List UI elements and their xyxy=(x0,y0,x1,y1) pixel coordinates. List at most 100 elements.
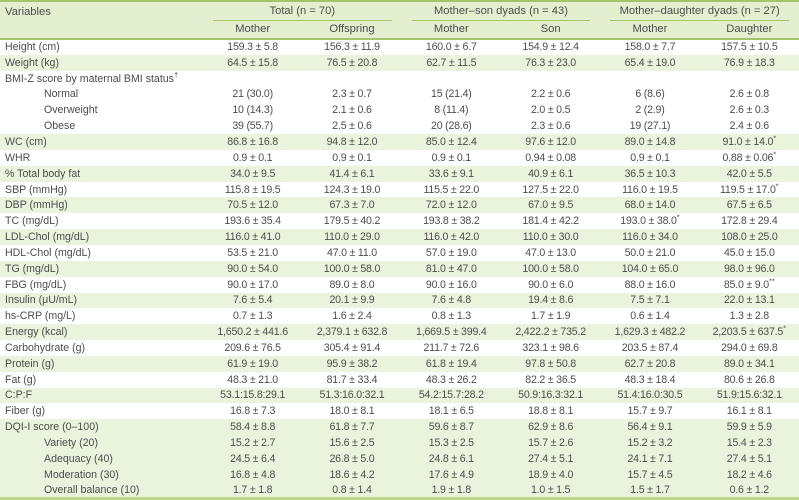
row-label: Overall balance (10) xyxy=(44,483,140,496)
cell: 15.4 ± 2.3 xyxy=(726,437,772,450)
table-row: Overweight 10 (14.3) 2.1 ± 0.6 8 (11.4) 2.0 … xyxy=(0,102,799,118)
cell: 203.5 ± 87.4 xyxy=(621,341,679,354)
cell: 2.3 ± 0.6 xyxy=(530,120,571,133)
table-row: Weight (kg) 64.5 ± 15.8 76.5 ± 20.8 62.7 ± … xyxy=(0,54,799,71)
group-header-mother-daughter: Mother–daughter dyads (n = 27) xyxy=(600,1,799,21)
cell: 48.3 ± 18.4 xyxy=(624,373,676,386)
cell: 15.2 ± 3.2 xyxy=(627,437,673,450)
cell xyxy=(700,71,799,87)
cell: 61.8 ± 7.7 xyxy=(329,421,375,434)
cell: 8 (11.4) xyxy=(434,104,469,117)
cell: 193.8 ± 38.2 xyxy=(423,215,480,228)
cell: 24.8 ± 6.1 xyxy=(428,452,474,465)
cell: 81.7 ± 33.4 xyxy=(326,373,378,386)
cell: 108.0 ± 25.0 xyxy=(721,231,778,244)
row-label: DBP (mmHg) xyxy=(5,199,68,212)
cell: 1.7 ± 1.9 xyxy=(530,310,571,323)
cell: 0.88 ± 0.06* xyxy=(722,149,777,164)
cell: 15.7 ± 2.6 xyxy=(528,437,574,450)
table-row: WC (cm) 86.8 ± 16.8 94.8 ± 12.0 85.0 ± 12.4… xyxy=(0,134,799,150)
cell: 16.8 ± 7.3 xyxy=(230,405,276,418)
cell: 39 (55.7) xyxy=(232,120,273,133)
table-row: FBG (mg/dL) 90.0 ± 17.0 89.0 ± 8.0 90.0 ± 1… xyxy=(0,277,799,293)
row-label: TC (mg/dL) xyxy=(5,215,59,228)
cell: 26.8 ± 5.0 xyxy=(329,452,375,465)
table-row: C:P:F 53.1:15.8:29.1 51.3:16.0:32.1 54.2:15… xyxy=(0,387,799,404)
table-row: BMI-Z score by maternal BMI status† xyxy=(0,71,799,87)
cell: 65.4 ± 19.0 xyxy=(624,56,676,69)
group-header-row: Variables Total (n = 70) Mother–son dyad… xyxy=(0,1,799,40)
sub-header-row: Mother Offspring Mother Son Mother Daugh… xyxy=(0,21,799,40)
cell: 89.0 ± 8.0 xyxy=(329,278,375,291)
cell: 76.3 ± 23.0 xyxy=(525,56,576,69)
cell: 59.9 ± 5.9 xyxy=(726,421,772,434)
table-row: SBP (mmHg) 115.8 ± 19.5 124.3 ± 19.0 115.5 … xyxy=(0,182,799,198)
col-header-ms-son: Son xyxy=(500,21,601,40)
table-row: Moderation (30) 16.8 ± 4.8 18.6 ± 4.2 17.6 … xyxy=(0,466,799,483)
table-row: TC (mg/dL) 193.6 ± 35.4 179.5 ± 40.2 193.8 … xyxy=(0,213,799,229)
cell: 7.6 ± 5.4 xyxy=(232,294,273,307)
row-label: Fiber (g) xyxy=(5,405,46,418)
col-header-total-offspring: Offspring xyxy=(302,21,402,40)
cell: 42.0 ± 5.5 xyxy=(726,167,772,180)
cell: 53.1:15.8:29.1 xyxy=(220,389,286,402)
cell: 305.4 ± 91.4 xyxy=(323,341,381,354)
table-row: Insulin (μU/mL) 7.6 ± 5.4 20.1 ± 9.9 7.6 ± … xyxy=(0,292,799,309)
row-label: % Total body fat xyxy=(5,167,81,180)
cell: 62.7 ± 11.5 xyxy=(426,56,477,69)
table-row: Obese 39 (55.7) 2.5 ± 0.6 20 (28.6) 2.3 ± 0.… xyxy=(0,118,799,134)
cell: 94.8 ± 12.0 xyxy=(326,135,378,148)
cell xyxy=(302,71,401,87)
cell: 90.0 ± 16.0 xyxy=(425,278,477,291)
cell: 0.7 ± 1.3 xyxy=(232,310,273,323)
cell: 110.0 ± 30.0 xyxy=(522,231,579,244)
cell: 88.0 ± 16.0 xyxy=(624,278,676,291)
row-label: DQI-I score (0–100) xyxy=(5,421,99,434)
row-label: hs-CRP (mg/L) xyxy=(5,310,76,323)
cell: 89.0 ± 34.1 xyxy=(723,357,775,370)
cell: 18.0 ± 8.1 xyxy=(329,405,375,418)
row-label: C:P:F xyxy=(5,389,33,402)
cell: 76.9 ± 18.3 xyxy=(723,56,775,69)
table-row: Normal 21 (30.0) 2.3 ± 0.7 15 (21.4) 2.2 ± 0… xyxy=(0,87,799,103)
row-label: BMI-Z score by maternal BMI status† xyxy=(5,70,179,85)
cell: 50.0 ± 21.0 xyxy=(624,246,676,259)
table-row: hs-CRP (mg/L) 0.7 ± 1.3 1.6 ± 2.4 0.8 ± 1.3… xyxy=(0,308,799,324)
row-label: WC (cm) xyxy=(5,135,47,148)
row-label: Carbohydrate (g) xyxy=(5,341,86,354)
row-label: Adequacy (40) xyxy=(44,452,113,465)
col-header-ms-mother: Mother xyxy=(401,21,501,40)
cell: 24.1 ± 7.1 xyxy=(627,452,673,465)
cell: 15.2 ± 2.7 xyxy=(230,437,276,450)
cell: 1.7 ± 1.8 xyxy=(232,483,273,496)
cell: 127.5 ± 22.0 xyxy=(522,183,579,196)
cell: 47.0 ± 11.0 xyxy=(327,246,377,259)
cell: 0.6 ± 1.2 xyxy=(729,483,770,496)
cell: 100.0 ± 58.0 xyxy=(323,262,381,275)
cell: 68.0 ± 14.0 xyxy=(624,199,676,212)
row-label: FBG (mg/dL) xyxy=(5,278,67,291)
cell: 36.5 ± 10.3 xyxy=(624,167,676,180)
row-label: Fat (g) xyxy=(5,373,37,386)
cell: 100.0 ± 58.0 xyxy=(522,262,579,275)
cell: 76.5 ± 20.8 xyxy=(326,56,378,69)
table-row: Fiber (g) 16.8 ± 7.3 18.0 ± 8.1 18.1 ± 6.5 1… xyxy=(0,403,799,419)
cell: 1.5 ± 1.7 xyxy=(630,483,670,496)
table-row: Adequacy (40) 24.5 ± 6.4 26.8 ± 5.0 24.8 ± … xyxy=(0,450,799,467)
cell: 181.4 ± 42.2 xyxy=(522,215,579,228)
cell: 2,379.1 ± 632.8 xyxy=(316,326,388,339)
cell: 2.2 ± 0.6 xyxy=(530,88,571,101)
cell: 18.9 ± 4.0 xyxy=(528,468,574,481)
cell: 179.5 ± 40.2 xyxy=(323,215,381,228)
row-label: SBP (mmHg) xyxy=(5,183,68,196)
cell: 70.5 ± 12.0 xyxy=(227,199,279,212)
cell: 172.8 ± 29.4 xyxy=(721,215,778,228)
cell: 15 (21.4) xyxy=(431,88,472,101)
cell: 45.0 ± 15.0 xyxy=(723,246,775,259)
table-row: Overall balance (10) 1.7 ± 1.8 0.8 ± 1.4 1.… xyxy=(0,482,799,499)
cell: 33.6 ± 9.1 xyxy=(428,167,474,180)
cell: 1.6 ± 2.4 xyxy=(332,310,372,323)
cell: 48.3 ± 26.2 xyxy=(425,373,477,386)
cell: 64.5 ± 15.8 xyxy=(227,56,279,69)
